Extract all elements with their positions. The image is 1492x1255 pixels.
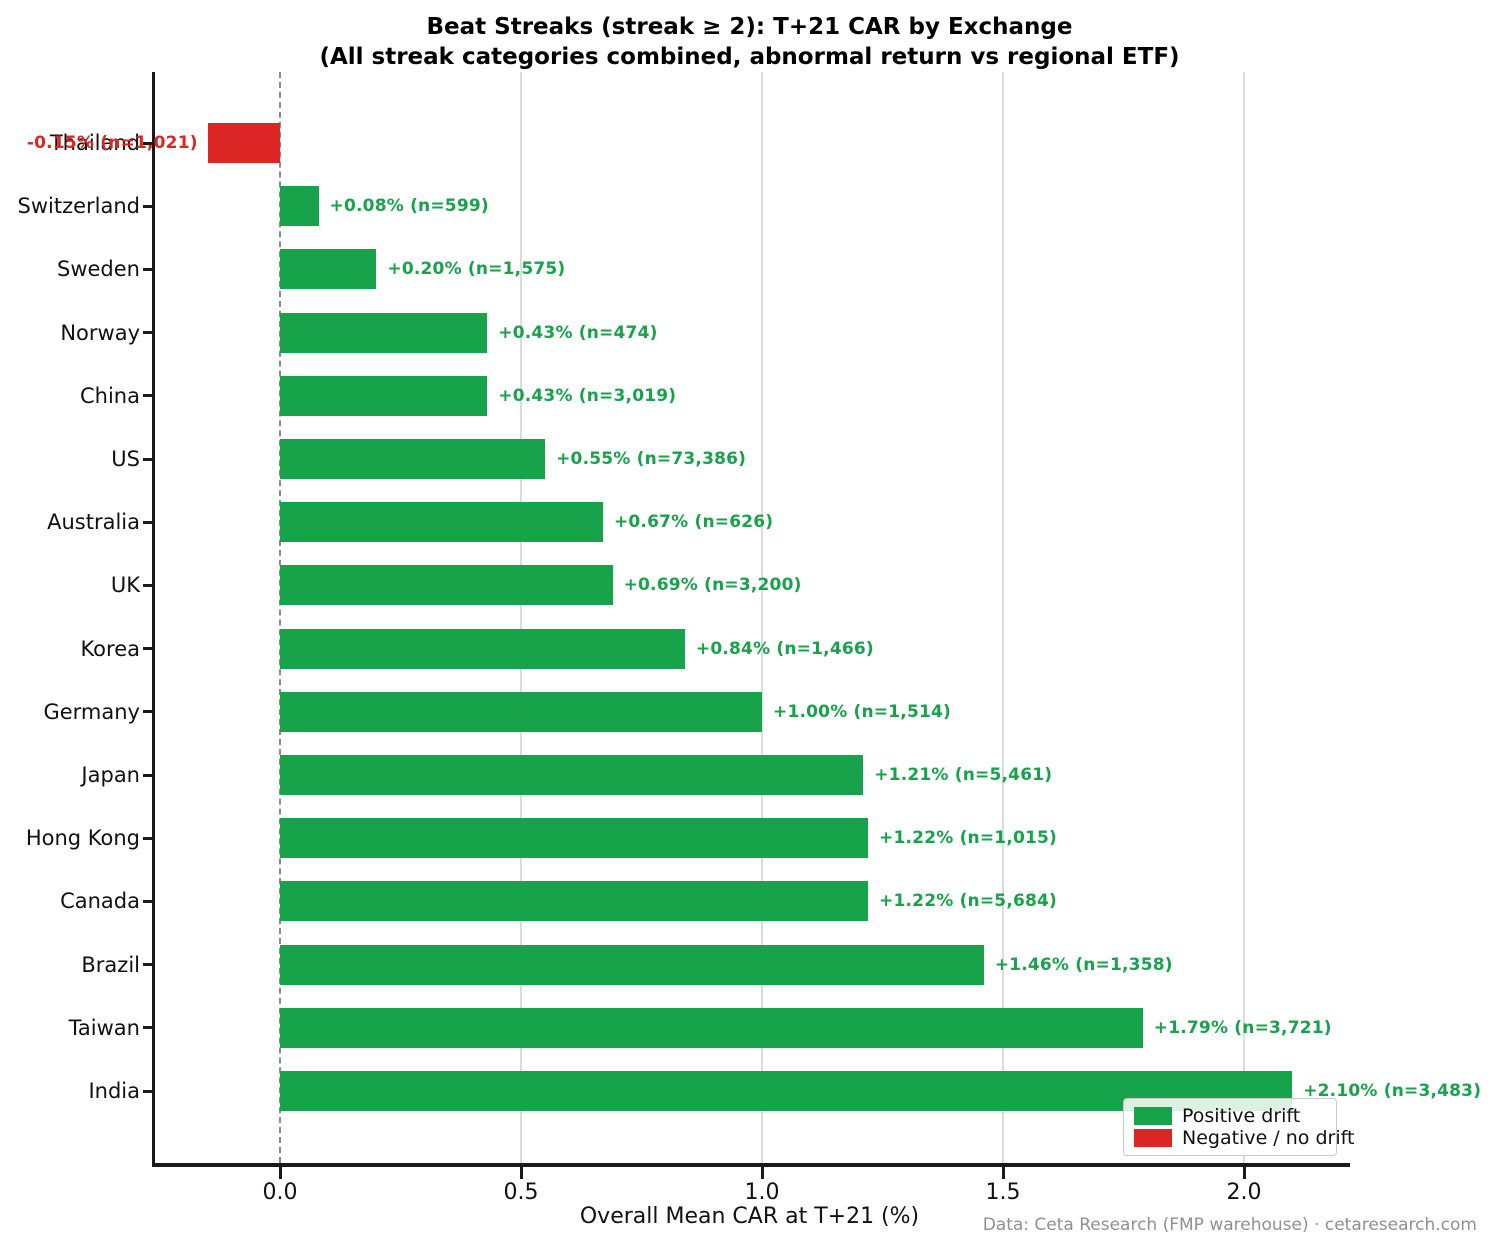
category-label-us: US bbox=[111, 447, 140, 471]
legend-label-negative: Negative / no drift bbox=[1182, 1127, 1355, 1149]
category-label-india: India bbox=[88, 1079, 140, 1103]
bar-uk bbox=[280, 565, 613, 606]
chart-title-line2: (All streak categories combined, abnorma… bbox=[319, 44, 1180, 70]
bar-switzerland bbox=[280, 186, 319, 227]
category-label-korea: Korea bbox=[80, 636, 140, 661]
value-label-australia: +0.67% (n=626) bbox=[613, 512, 774, 533]
value-label-taiwan: +1.79% (n=3,721) bbox=[1153, 1017, 1332, 1038]
value-label-thailand: -0.15% (n=1,021) bbox=[26, 133, 198, 153]
y-tick-sweden bbox=[143, 267, 152, 271]
y-tick-korea bbox=[143, 647, 152, 651]
bar-us bbox=[280, 439, 546, 479]
bar-thailand bbox=[207, 123, 280, 163]
category-label-germany: Germany bbox=[43, 699, 140, 724]
category-label-taiwan: Taiwan bbox=[68, 1015, 140, 1040]
x-tick-label-1.0: 1.0 bbox=[744, 1180, 780, 1205]
bar-china bbox=[280, 375, 488, 416]
value-label-norway: +0.43% (n=474) bbox=[498, 322, 658, 343]
category-label-sweden: Sweden bbox=[57, 257, 140, 282]
bar-taiwan bbox=[280, 1007, 1143, 1048]
bar-hong-kong bbox=[280, 818, 869, 859]
y-tick-brazil bbox=[143, 963, 152, 967]
chart-title-line1: Beat Streaks (streak ≥ 2): T+21 CAR by E… bbox=[426, 14, 1073, 40]
y-tick-india bbox=[143, 1089, 152, 1093]
gridline-x-2.0 bbox=[1243, 72, 1245, 1163]
legend: Positive drift Negative / no drift bbox=[1123, 1098, 1354, 1156]
category-label-switzerland: Switzerland bbox=[17, 194, 141, 219]
legend-item-positive: Positive drift bbox=[1134, 1105, 1326, 1127]
y-tick-norway bbox=[143, 331, 152, 335]
category-label-uk: UK bbox=[110, 573, 140, 598]
x-tick-0.0 bbox=[278, 1167, 282, 1179]
x-tick-label-0.5: 0.5 bbox=[503, 1180, 539, 1205]
chart-title: Beat Streaks (streak ≥ 2): T+21 CAR by E… bbox=[152, 12, 1347, 72]
y-tick-thailand bbox=[143, 141, 152, 145]
bar-germany bbox=[280, 691, 762, 732]
category-label-hong-kong: Hong Kong bbox=[25, 826, 140, 851]
value-label-china: +0.43% (n=3,019) bbox=[498, 385, 677, 406]
value-label-uk: +0.69% (n=3,200) bbox=[623, 575, 802, 596]
category-label-brazil: Brazil bbox=[81, 952, 140, 977]
y-tick-canada bbox=[143, 899, 152, 903]
value-label-us: +0.55% (n=73,386) bbox=[556, 449, 747, 469]
y-tick-taiwan bbox=[143, 1026, 152, 1030]
bar-norway bbox=[280, 312, 488, 353]
x-tick-1.5 bbox=[1001, 1167, 1005, 1179]
y-tick-switzerland bbox=[143, 204, 152, 208]
negative-drift-swatch bbox=[1134, 1129, 1172, 1147]
category-label-norway: Norway bbox=[60, 320, 140, 345]
x-tick-2.0 bbox=[1242, 1167, 1246, 1179]
value-label-hong-kong: +1.22% (n=1,015) bbox=[879, 828, 1058, 849]
gridline-x-1.5 bbox=[1002, 72, 1004, 1163]
plot-area: -0.15% (n=1,021) +0.08% (n=599) +0.20% (n=… bbox=[27, 72, 1481, 1167]
y-tick-australia bbox=[143, 520, 152, 524]
gridline-x-0.5 bbox=[520, 72, 522, 1163]
x-tick-label-2.0: 2.0 bbox=[1226, 1180, 1262, 1205]
category-label-japan: Japan bbox=[81, 763, 140, 787]
bar-japan bbox=[280, 755, 864, 795]
y-tick-japan bbox=[143, 773, 152, 777]
x-tick-1.0 bbox=[760, 1167, 764, 1179]
value-label-switzerland: +0.08% (n=599) bbox=[329, 196, 489, 217]
y-tick-uk bbox=[143, 583, 152, 587]
gridline-x-1.0 bbox=[761, 72, 763, 1163]
value-label-korea: +0.84% (n=1,466) bbox=[695, 638, 874, 659]
value-label-germany: +1.00% (n=1,514) bbox=[773, 701, 951, 722]
y-tick-us bbox=[143, 457, 152, 461]
category-label-china: China bbox=[80, 383, 140, 408]
y-tick-germany bbox=[143, 710, 152, 714]
category-label-australia: Australia bbox=[47, 510, 140, 535]
bar-canada bbox=[280, 881, 869, 922]
bar-sweden bbox=[280, 249, 377, 290]
bar-korea bbox=[280, 628, 685, 669]
value-label-brazil: +1.46% (n=1,358) bbox=[994, 954, 1173, 975]
data-source-note: Data: Ceta Research (FMP warehouse) · ce… bbox=[982, 1215, 1477, 1235]
value-label-sweden: +0.20% (n=1,575) bbox=[387, 259, 566, 280]
x-tick-label-0.0: 0.0 bbox=[262, 1180, 298, 1205]
category-label-thailand: Thailand bbox=[49, 131, 140, 155]
bar-australia bbox=[280, 502, 603, 543]
positive-drift-swatch bbox=[1134, 1107, 1172, 1125]
bar-brazil bbox=[280, 944, 984, 985]
value-label-india: +2.10% (n=3,483) bbox=[1303, 1081, 1482, 1101]
value-label-japan: +1.21% (n=5,461) bbox=[874, 765, 1053, 785]
category-label-canada: Canada bbox=[60, 889, 140, 914]
legend-item-negative: Negative / no drift bbox=[1134, 1127, 1354, 1149]
x-tick-0.5 bbox=[519, 1167, 523, 1179]
x-tick-label-1.5: 1.5 bbox=[985, 1180, 1021, 1205]
y-tick-china bbox=[143, 394, 152, 398]
zero-reference-line bbox=[279, 72, 281, 1163]
legend-label-positive: Positive drift bbox=[1182, 1105, 1301, 1127]
x-axis-label: Overall Mean CAR at T+21 (%) bbox=[579, 1204, 920, 1229]
value-label-canada: +1.22% (n=5,684) bbox=[879, 891, 1058, 912]
y-tick-hong-kong bbox=[143, 836, 152, 840]
